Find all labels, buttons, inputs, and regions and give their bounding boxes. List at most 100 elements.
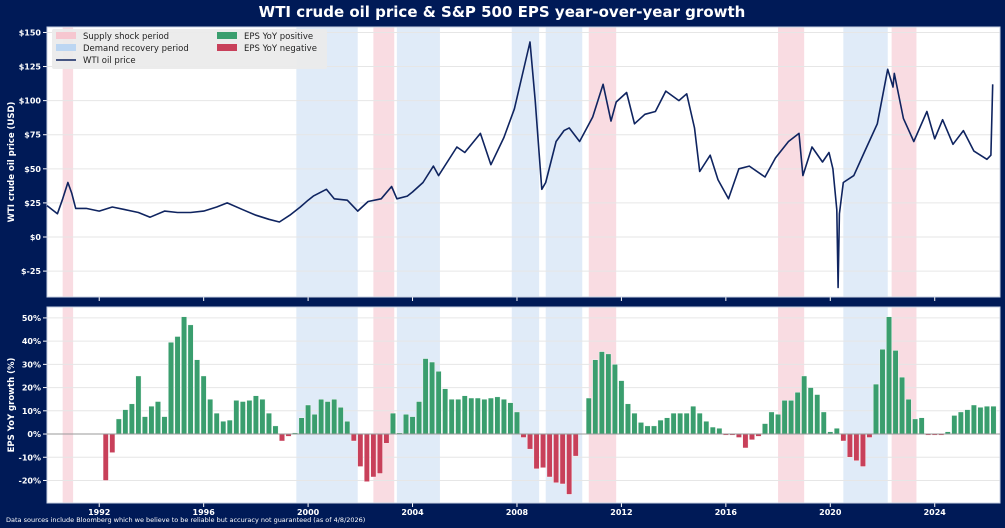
x-tick-label: 2020 [819, 508, 842, 517]
eps-bar-positive [115, 418, 122, 435]
eps-bar-positive [403, 414, 409, 435]
eps-bar-positive [194, 359, 201, 435]
eps-bar-positive [239, 401, 246, 435]
eps-bar-positive [918, 417, 925, 435]
eps-bar-positive [879, 349, 886, 435]
legend-swatch-supply [56, 32, 76, 39]
eps-bar-positive [905, 398, 912, 435]
eps-bar-negative [540, 433, 546, 468]
eps-bar-positive [474, 397, 481, 435]
x-tick-label: 2004 [401, 508, 424, 517]
eps-bar-positive [657, 419, 664, 435]
eps-bar-positive [984, 405, 990, 435]
eps-bar-positive [638, 422, 644, 435]
eps-bar-positive [677, 412, 684, 435]
x-tick-label: 1992 [88, 508, 110, 517]
eps-bar-positive [696, 412, 703, 435]
supply-shock-band [373, 27, 395, 297]
eps-bar-positive [670, 412, 677, 435]
demand-recovery-band [511, 27, 540, 297]
eps-bar-positive [801, 375, 808, 435]
eps-bar-negative [846, 433, 853, 458]
legend-label: EPS YoY positive [244, 32, 313, 42]
eps-bar-negative [546, 433, 553, 478]
eps-bar-positive [155, 401, 161, 435]
y-tick-label: -20% [19, 476, 41, 485]
y-tick-label: $25 [24, 199, 41, 208]
demand-recovery-band [843, 27, 888, 297]
plot-border [46, 306, 1001, 504]
eps-bar-negative [566, 433, 573, 495]
eps-bar-positive [598, 351, 605, 435]
legend: Supply shock period Demand recovery perio… [52, 29, 327, 69]
eps-bar-positive [331, 398, 338, 435]
eps-bar-positive [266, 412, 272, 435]
eps-bar-positive [788, 400, 794, 435]
wti-price-line [46, 41, 994, 289]
eps-bar-positive [390, 412, 396, 435]
eps-bar-positive [690, 405, 697, 435]
x-tick-label: 2016 [715, 508, 738, 517]
eps-bar-positive [644, 425, 651, 435]
y-tick-label: 40% [22, 337, 41, 346]
eps-bar-negative [279, 433, 285, 442]
eps-bar-negative [533, 433, 540, 470]
top-ylabel: WTI crude oil price (USD) [7, 101, 17, 222]
eps-bar-negative [860, 433, 866, 467]
eps-bar-positive [435, 371, 442, 435]
y-tick-label: $-25 [21, 267, 41, 276]
y-tick-label: 0% [27, 430, 41, 439]
eps-bar-positive [442, 388, 449, 435]
demand-recovery-band [396, 27, 440, 297]
eps-bar-positive [612, 364, 618, 435]
x-tick-label: 2008 [506, 508, 529, 517]
eps-bar-positive [187, 324, 194, 435]
eps-bar-positive [409, 416, 416, 435]
eps-bar-positive [716, 428, 723, 435]
eps-bar-positive [174, 336, 181, 435]
eps-bar-negative [853, 433, 860, 461]
eps-bar-negative [370, 433, 377, 478]
eps-bar-positive [631, 412, 638, 435]
eps-bar-negative [749, 433, 755, 441]
eps-bar-positive [448, 398, 455, 435]
eps-bar-positive [122, 409, 129, 435]
supply-shock-band [778, 27, 805, 297]
footnote: Data sources include Bloomberg which we … [6, 516, 365, 524]
eps-bar-positive [892, 350, 899, 435]
y-tick-label: 30% [22, 360, 41, 369]
eps-bar-positive [683, 412, 690, 435]
eps-bar-positive [501, 398, 507, 435]
eps-bar-negative [102, 433, 109, 481]
eps-bar-negative [377, 433, 383, 474]
eps-bar-positive [233, 400, 240, 435]
eps-bar-positive [762, 423, 768, 435]
eps-bar-positive [886, 316, 892, 435]
legend-swatch-positive [217, 32, 237, 39]
eps-bar-positive [422, 358, 429, 435]
y-tick-label: $150 [19, 28, 42, 37]
eps-bar-positive [311, 414, 318, 435]
eps-bar-negative [559, 433, 566, 485]
legend-label: Demand recovery period [83, 44, 189, 54]
eps-bar-positive [161, 416, 168, 435]
x-tick-label: 2012 [610, 508, 632, 517]
eps-bar-negative [520, 433, 527, 438]
plot-border [46, 26, 1001, 298]
demand-recovery-band [296, 27, 358, 297]
eps-bar-positive [873, 383, 879, 435]
eps-bar-positive [977, 407, 984, 435]
eps-bar-negative [357, 433, 364, 467]
eps-bar-negative [572, 433, 579, 457]
eps-bar-negative [553, 433, 560, 483]
legend-box [52, 29, 327, 69]
x-tick-label: 1996 [193, 508, 216, 517]
eps-bar-negative [350, 433, 357, 442]
bottom-ylabel: EPS YoY growth (%) [7, 358, 17, 453]
eps-bar-positive [781, 400, 788, 435]
supply-shock-band [62, 27, 74, 297]
eps-bar-positive [605, 353, 612, 435]
eps-bar-positive [664, 417, 670, 435]
eps-bar-positive [703, 421, 710, 435]
